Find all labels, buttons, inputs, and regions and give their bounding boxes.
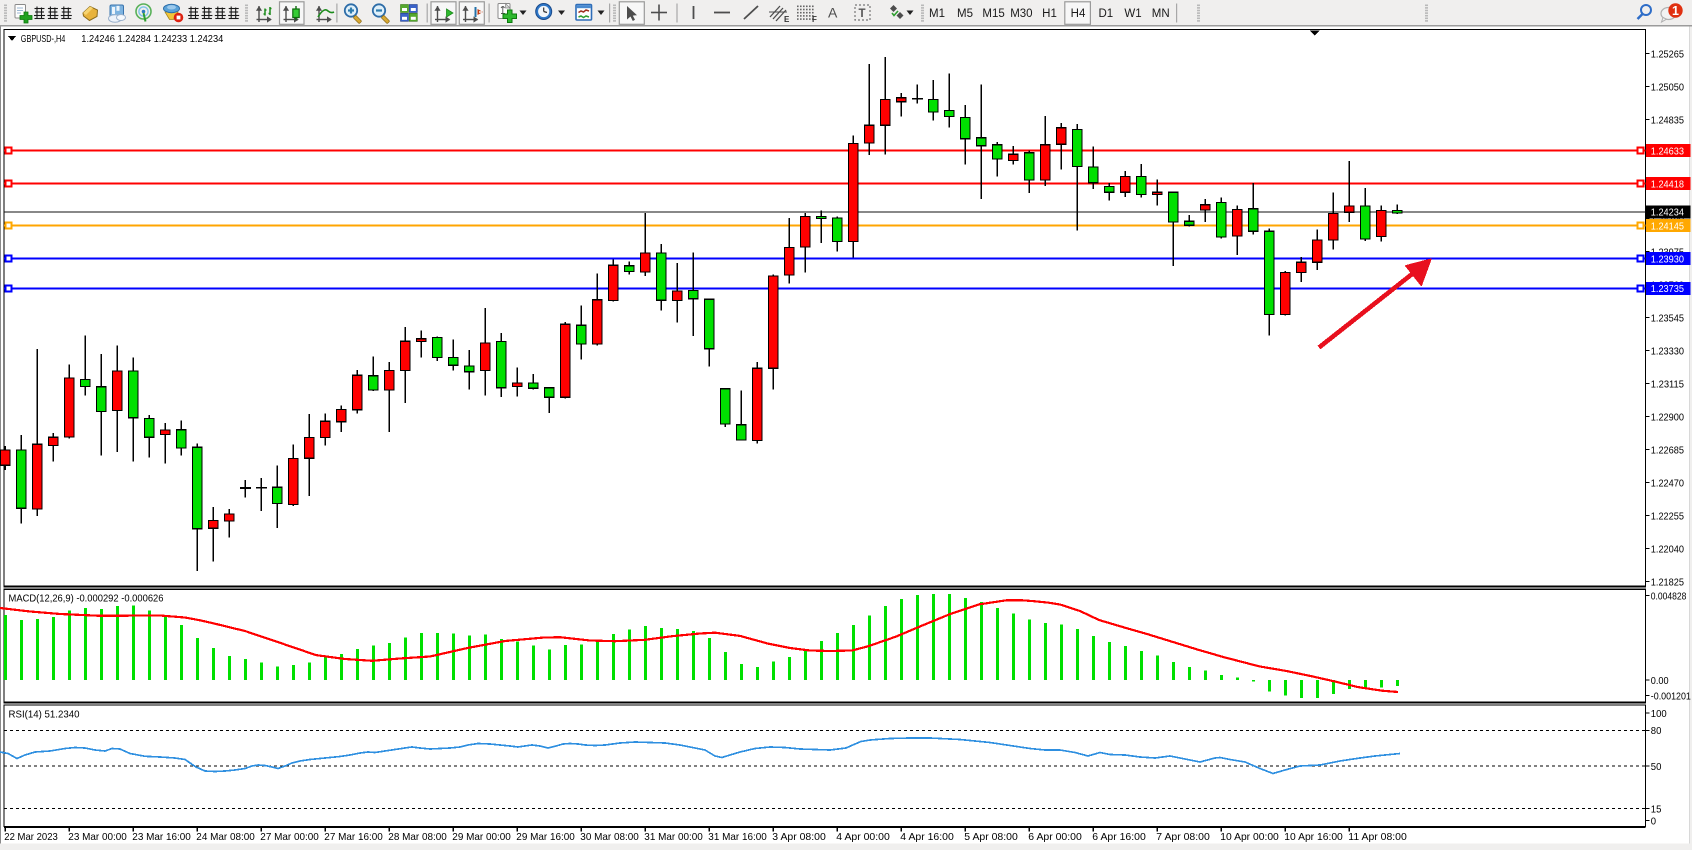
svg-text:50: 50 <box>1651 761 1662 773</box>
svg-text:1.23735: 1.23735 <box>1651 283 1684 295</box>
svg-text:T: T <box>859 8 866 20</box>
svg-text:22 Mar 2023: 22 Mar 2023 <box>4 831 58 843</box>
svg-text:1.22040: 1.22040 <box>1651 543 1684 555</box>
svg-text:31 Mar 16:00: 31 Mar 16:00 <box>708 831 767 843</box>
svg-text:10 Apr 16:00: 10 Apr 16:00 <box>1284 831 1343 843</box>
svg-text:4 Apr 00:00: 4 Apr 00:00 <box>836 831 890 843</box>
svg-text:F: F <box>812 15 817 24</box>
svg-text:W1: W1 <box>1124 8 1141 20</box>
svg-text:MACD(12,26,9) -0.000292 -0.000: MACD(12,26,9) -0.000292 -0.000626 <box>9 593 164 605</box>
svg-text:28 Mar 08:00: 28 Mar 08:00 <box>388 831 447 843</box>
svg-text:1.24633: 1.24633 <box>1651 145 1684 157</box>
svg-text:27 Mar 00:00: 27 Mar 00:00 <box>260 831 319 843</box>
svg-text:E: E <box>784 15 790 24</box>
svg-text:6 Apr 00:00: 6 Apr 00:00 <box>1028 831 1082 843</box>
svg-text:1.23115: 1.23115 <box>1651 378 1684 390</box>
svg-text:24 Mar 08:00: 24 Mar 08:00 <box>196 831 255 843</box>
svg-text:29 Mar 16:00: 29 Mar 16:00 <box>516 831 575 843</box>
svg-text:7 Apr 08:00: 7 Apr 08:00 <box>1156 831 1210 843</box>
svg-text:0.00: 0.00 <box>1651 675 1669 687</box>
svg-text:1.22255: 1.22255 <box>1651 510 1684 522</box>
svg-text:1.21825: 1.21825 <box>1651 576 1684 588</box>
svg-text:29 Mar 00:00: 29 Mar 00:00 <box>452 831 511 843</box>
svg-text:1.24835: 1.24835 <box>1651 114 1684 126</box>
svg-text:1.23330: 1.23330 <box>1651 345 1684 357</box>
svg-text:M5: M5 <box>957 8 973 20</box>
svg-text:1.23545: 1.23545 <box>1651 312 1684 324</box>
svg-text:1: 1 <box>1672 4 1679 18</box>
svg-text:23 Mar 16:00: 23 Mar 16:00 <box>132 831 191 843</box>
svg-text:1.24418: 1.24418 <box>1651 178 1684 190</box>
svg-text:1.25265: 1.25265 <box>1651 48 1684 60</box>
svg-text:M30: M30 <box>1010 8 1032 20</box>
svg-text:1.22685: 1.22685 <box>1651 444 1684 456</box>
svg-text:31 Mar 00:00: 31 Mar 00:00 <box>644 831 703 843</box>
svg-text:1.25050: 1.25050 <box>1651 81 1684 93</box>
svg-text:5 Apr 08:00: 5 Apr 08:00 <box>964 831 1018 843</box>
svg-text:-0.001201: -0.001201 <box>1651 690 1691 702</box>
svg-text:RSI(14) 51.2340: RSI(14) 51.2340 <box>9 709 80 721</box>
svg-text:0.004828: 0.004828 <box>1651 590 1687 602</box>
svg-text:27 Mar 16:00: 27 Mar 16:00 <box>324 831 383 843</box>
svg-text:1.24234: 1.24234 <box>1651 207 1684 219</box>
svg-text:11 Apr 08:00: 11 Apr 08:00 <box>1348 831 1407 843</box>
svg-text:1.24246 1.24284 1.24233 1.2423: 1.24246 1.24284 1.24233 1.24234 <box>81 33 223 45</box>
svg-text:1.24145: 1.24145 <box>1651 220 1684 232</box>
svg-text:1.22900: 1.22900 <box>1651 411 1684 423</box>
svg-text:23 Mar 00:00: 23 Mar 00:00 <box>68 831 127 843</box>
svg-text:30 Mar 08:00: 30 Mar 08:00 <box>580 831 639 843</box>
svg-text:4 Apr 16:00: 4 Apr 16:00 <box>900 831 954 843</box>
svg-text:GBPUSD-,H4: GBPUSD-,H4 <box>21 33 66 45</box>
svg-text:0: 0 <box>1651 815 1656 827</box>
svg-text:MN: MN <box>1152 8 1170 20</box>
svg-text:H1: H1 <box>1042 8 1057 20</box>
svg-text:M1: M1 <box>929 8 945 20</box>
svg-text:10 Apr 00:00: 10 Apr 00:00 <box>1220 831 1279 843</box>
svg-text:M15: M15 <box>982 8 1004 20</box>
svg-text:H4: H4 <box>1071 8 1086 20</box>
svg-text:1.23930: 1.23930 <box>1651 253 1684 265</box>
svg-text:15: 15 <box>1651 803 1662 815</box>
svg-text:100: 100 <box>1651 708 1667 720</box>
svg-text:3 Apr 08:00: 3 Apr 08:00 <box>772 831 826 843</box>
svg-text:80: 80 <box>1651 725 1662 737</box>
svg-text:6 Apr 16:00: 6 Apr 16:00 <box>1092 831 1146 843</box>
svg-text:D1: D1 <box>1098 8 1113 20</box>
svg-text:A: A <box>828 5 838 21</box>
svg-text:1.22470: 1.22470 <box>1651 477 1684 489</box>
